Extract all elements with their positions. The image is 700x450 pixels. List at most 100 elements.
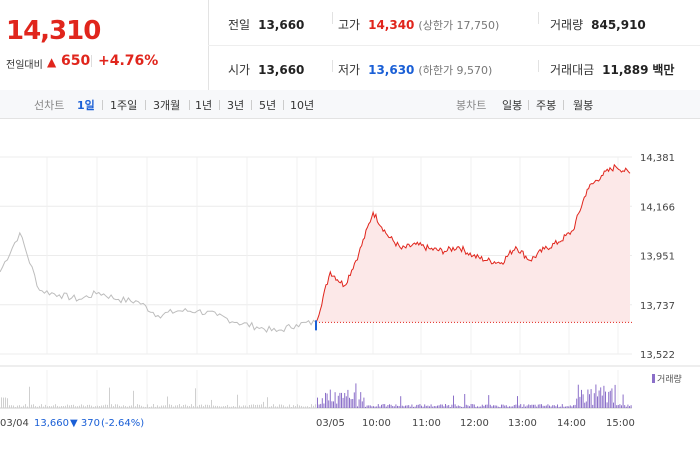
divider bbox=[332, 12, 333, 24]
tab-1w[interactable]: 1주일 bbox=[110, 99, 138, 112]
volume-bar bbox=[480, 406, 482, 408]
volume-bar bbox=[427, 405, 429, 408]
volume-bar bbox=[89, 404, 90, 408]
volume-bar bbox=[115, 404, 116, 408]
divider bbox=[91, 55, 92, 67]
high-price: 고가 14,340 (상한가 17,750) bbox=[338, 18, 500, 32]
volume-bar bbox=[445, 404, 446, 408]
volume-bar bbox=[473, 404, 475, 408]
volume-bar bbox=[127, 406, 128, 408]
volume-bar bbox=[377, 404, 379, 408]
volume-bar bbox=[568, 406, 570, 408]
volume-bar bbox=[81, 404, 82, 408]
volume-bar bbox=[305, 406, 306, 408]
volume-bar bbox=[97, 405, 98, 408]
volume-bar bbox=[57, 405, 58, 408]
volume-bar bbox=[584, 402, 586, 408]
tab-weekly[interactable]: 주봉 bbox=[536, 99, 557, 112]
volume-bar bbox=[555, 406, 557, 408]
volume-bar bbox=[443, 406, 445, 408]
volume-bar bbox=[549, 405, 550, 408]
volume-bar bbox=[53, 405, 54, 408]
volume-bar bbox=[477, 406, 478, 408]
volume-bar bbox=[430, 404, 432, 408]
volume-bar bbox=[277, 406, 278, 408]
volume-bar bbox=[217, 405, 218, 408]
volume-bar bbox=[429, 406, 430, 408]
volume-bar bbox=[334, 392, 336, 408]
volume-bar bbox=[457, 405, 459, 408]
volume-bar bbox=[361, 401, 363, 408]
tab-3m[interactable]: 3개월 bbox=[153, 99, 181, 112]
volume-bar bbox=[573, 405, 574, 408]
volume-bar bbox=[352, 399, 354, 408]
volume-bar bbox=[608, 391, 610, 408]
volume-bar bbox=[125, 405, 126, 408]
volume-bar bbox=[21, 406, 22, 408]
volume-bar bbox=[5, 397, 6, 408]
volume-bar bbox=[151, 406, 152, 408]
volume-bar bbox=[41, 404, 42, 408]
volume-bar bbox=[400, 396, 402, 408]
today-area bbox=[316, 164, 630, 323]
volume-bar bbox=[397, 405, 398, 408]
tab-3y[interactable]: 3년 bbox=[227, 99, 245, 112]
volume-bar bbox=[197, 406, 198, 408]
volume-bar bbox=[413, 406, 414, 408]
volume-bar bbox=[550, 406, 552, 408]
volume-bar bbox=[433, 406, 435, 408]
x-tick-label: 12:00 bbox=[460, 418, 489, 429]
current-price: 14,310 bbox=[6, 16, 101, 46]
volume-bar bbox=[438, 405, 440, 408]
volume-bar bbox=[379, 406, 381, 408]
volume-bar bbox=[77, 406, 78, 408]
volume-bar bbox=[485, 404, 486, 408]
y-tick-label: 13,737 bbox=[640, 301, 675, 312]
volume-bar bbox=[65, 405, 66, 408]
volume-bar bbox=[589, 394, 590, 408]
tab-daily[interactable]: 일봉 bbox=[502, 99, 523, 112]
tab-10y[interactable]: 10년 bbox=[290, 99, 315, 112]
volume-bar bbox=[585, 401, 587, 408]
volume-bar bbox=[247, 406, 248, 408]
volume-bar bbox=[582, 394, 584, 408]
volume-bar bbox=[177, 405, 178, 408]
volume-bar bbox=[283, 405, 284, 408]
tab-monthly[interactable]: 월봉 bbox=[573, 99, 594, 112]
volume-bar bbox=[169, 404, 170, 408]
volume-bar bbox=[384, 404, 386, 408]
volume-bar bbox=[381, 404, 382, 408]
volume-bar bbox=[387, 405, 389, 408]
volume-bar bbox=[385, 406, 387, 408]
tab-1y[interactable]: 1년 bbox=[195, 99, 213, 112]
volume-bar bbox=[504, 405, 506, 408]
volume-bar bbox=[345, 396, 347, 408]
tab-5y[interactable]: 5년 bbox=[259, 99, 277, 112]
volume-bar bbox=[513, 405, 515, 408]
volume-bar bbox=[239, 405, 240, 408]
volume-bar bbox=[539, 404, 541, 408]
volume-bar bbox=[592, 404, 594, 408]
volume-bar bbox=[630, 405, 632, 408]
volume-bar bbox=[569, 405, 571, 408]
volume-bar bbox=[467, 405, 469, 408]
volume-bar bbox=[109, 387, 110, 408]
volume-bar bbox=[401, 405, 403, 408]
volume-bar bbox=[470, 404, 472, 408]
volume-bar bbox=[501, 404, 502, 408]
volume-bar bbox=[121, 406, 122, 408]
volume-bar bbox=[363, 397, 365, 408]
candle-chart-label: 봉차트 bbox=[456, 99, 487, 112]
volume-bar bbox=[576, 398, 578, 408]
volume-bar bbox=[255, 405, 256, 408]
volume-bar bbox=[167, 396, 168, 408]
volume-bar bbox=[309, 406, 310, 408]
volume-bar bbox=[9, 405, 10, 408]
volume-bar bbox=[486, 404, 488, 408]
volume-bar bbox=[541, 404, 542, 408]
volume-bar bbox=[593, 393, 595, 408]
volume-bar bbox=[37, 406, 38, 408]
tab-1d[interactable]: 1일 bbox=[77, 99, 95, 112]
volume-bar bbox=[611, 388, 613, 408]
